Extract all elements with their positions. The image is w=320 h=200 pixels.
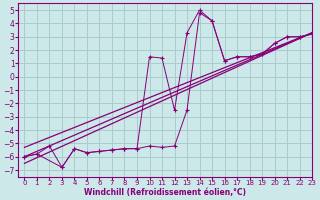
X-axis label: Windchill (Refroidissement éolien,°C): Windchill (Refroidissement éolien,°C) — [84, 188, 246, 197]
